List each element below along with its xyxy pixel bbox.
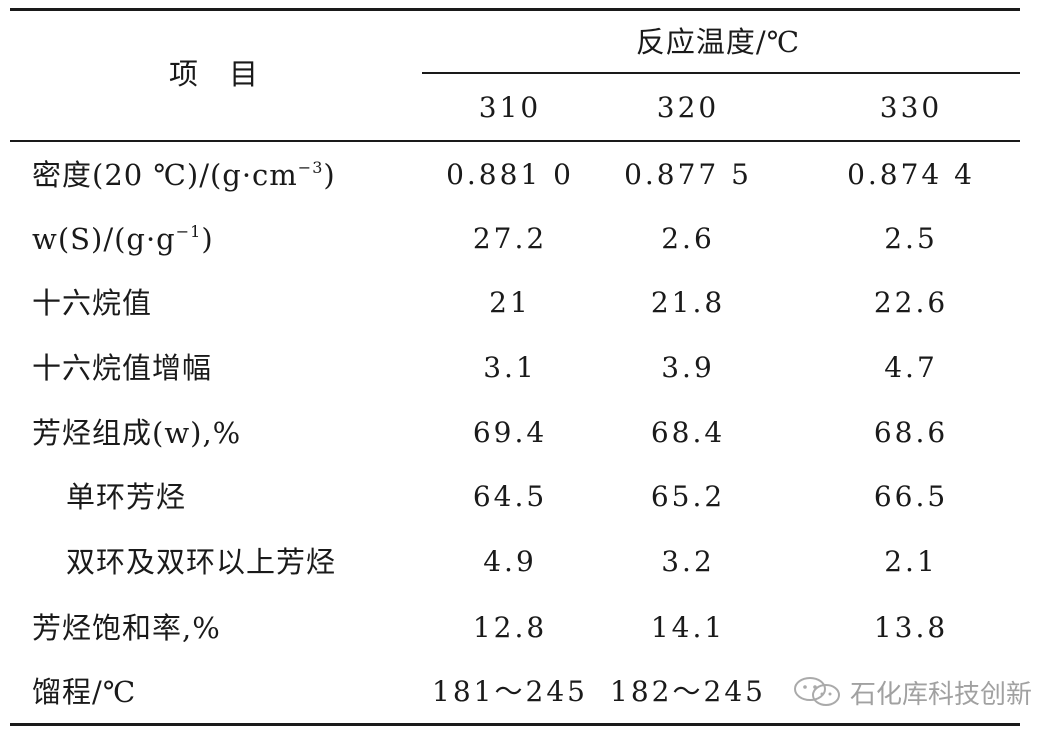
table-cell: 68.4 [650,416,726,449]
header-bottom-rule [10,140,1020,142]
table-cell: 3.9 [661,351,715,384]
table-cell: 64.5 [472,480,548,513]
row-label-tail: ) [323,158,336,192]
watermark: 石化库科技创新 [792,672,1032,712]
row-label: 密度(20 ℃)/(g·cm−3) [32,155,336,195]
row-label: w(S)/(g·g−1) [32,219,214,259]
row-label-tail: ) [201,222,214,256]
row-label: 芳烃饱和率,% [32,608,221,648]
table-cell: 65.2 [650,480,726,513]
table-cell: 0.874 4 [847,158,975,191]
table-cell: 181～245 [432,675,588,708]
row-label-text: 双环及双环以上芳烃 [66,545,337,579]
row-label-superscript: −1 [175,222,202,241]
row-label-superscript: −3 [297,158,324,177]
header-temperature-group: 反应温度/℃ [635,25,801,59]
table-cell: 13.8 [873,611,949,644]
row-label-text: 密度(20 ℃)/(g·cm [32,158,298,192]
table-cell: 4.9 [483,545,537,578]
table-cell: 22.6 [873,286,949,319]
table-cell: 182～245 [610,675,766,708]
row-label-text: 芳烃组成(w),% [32,416,242,450]
table-cell: 2.1 [884,545,938,578]
table-cell: 4.7 [884,351,938,384]
row-label-text: 单环芳烃 [66,480,187,514]
header-group-underline [422,72,1020,74]
header-column-310: 310 [478,91,542,124]
table-cell: 2.5 [884,222,938,255]
row-label: 单环芳烃 [66,477,186,517]
table-cell: 0.877 5 [624,158,752,191]
table-cell: 3.2 [661,545,715,578]
table-cell: 69.4 [472,416,548,449]
table-top-rule [10,8,1020,11]
row-label-text: 十六烷值 [32,286,153,320]
table-cell: 21 [489,286,531,319]
table-cell: 14.1 [650,611,726,644]
table-bottom-rule [10,723,1020,726]
header-column-330: 330 [879,91,943,124]
watermark-text: 石化库科技创新 [850,679,1033,710]
row-label-text: w(S)/(g·g [32,222,176,256]
row-label-text: 十六烷值增幅 [32,351,213,385]
row-label: 馏程/℃ [32,672,136,712]
row-label: 双环及双环以上芳烃 [66,542,336,582]
table-cell: 21.8 [650,286,726,319]
header-item-label: 项 目 [168,57,260,91]
row-label: 芳烃组成(w),% [32,413,241,453]
table-cell: 66.5 [873,480,949,513]
table-cell: 3.1 [483,351,537,384]
row-label-text: 馏程/℃ [32,675,137,709]
row-label: 十六烷值增幅 [32,348,212,388]
table-cell: 2.6 [661,222,715,255]
row-label-text: 芳烃饱和率,% [32,611,221,645]
wechat-logo-icon [794,677,840,706]
header-column-320: 320 [656,91,720,124]
table-cell: 0.881 0 [446,158,574,191]
table-cell: 27.2 [472,222,548,255]
row-label: 十六烷值 [32,283,152,323]
table-cell: 68.6 [873,416,949,449]
table-cell: 12.8 [472,611,548,644]
